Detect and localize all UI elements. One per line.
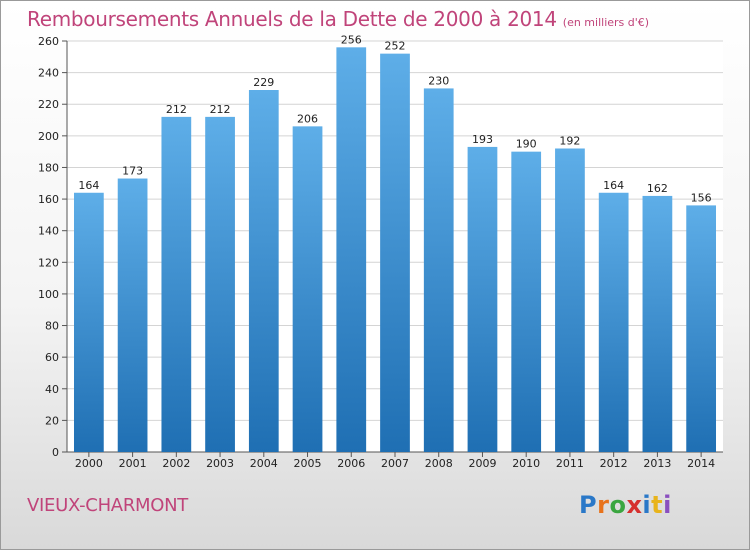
y-tick-label: 0 bbox=[52, 446, 59, 459]
bar-2000 bbox=[73, 192, 104, 452]
bar-2008 bbox=[423, 88, 454, 452]
bar-value-label: 212 bbox=[166, 103, 187, 116]
y-tick-label: 260 bbox=[38, 35, 59, 48]
x-tick-label: 2005 bbox=[294, 457, 322, 470]
bar-value-label: 162 bbox=[647, 182, 668, 195]
bar-2013 bbox=[642, 195, 673, 452]
bar-2005 bbox=[292, 126, 323, 452]
bar-value-label: 164 bbox=[78, 179, 99, 192]
y-tick-label: 40 bbox=[45, 383, 59, 396]
x-tick-label: 2014 bbox=[687, 457, 715, 470]
y-tick-label: 120 bbox=[38, 256, 59, 269]
logo-letter: i bbox=[642, 491, 652, 519]
x-tick-label: 2011 bbox=[556, 457, 584, 470]
bar-value-label: 190 bbox=[516, 138, 537, 151]
logo-letter: P bbox=[579, 491, 598, 519]
commune-name: VIEUX-CHARMONT bbox=[27, 495, 188, 516]
x-tick-label: 2001 bbox=[119, 457, 147, 470]
y-tick-label: 160 bbox=[38, 193, 59, 206]
bar-layer bbox=[73, 47, 717, 453]
logo-letter: x bbox=[626, 491, 643, 519]
axis-layer: 0 20 40 60 80 100 120 140 160 180 200 220 240 260 2000… bbox=[38, 35, 723, 470]
logo-letter: t bbox=[651, 491, 664, 519]
bar-2014 bbox=[686, 205, 717, 452]
label-layer: 164 173 212 212 229 206 256 252 230 193 190 192 164 1… bbox=[78, 33, 711, 204]
logo-letter: o bbox=[609, 491, 627, 519]
bar-value-label: 256 bbox=[341, 33, 362, 46]
bar-2007 bbox=[380, 53, 410, 453]
x-tick-label: 2000 bbox=[75, 457, 103, 470]
chart-subtitle: (en milliers d'€) bbox=[562, 16, 650, 29]
y-tick-label: 180 bbox=[38, 161, 59, 174]
x-tick-label: 2008 bbox=[425, 457, 453, 470]
x-tick-label: 2003 bbox=[206, 457, 234, 470]
logo-letter: i bbox=[663, 491, 672, 519]
x-tick-label: 2007 bbox=[381, 457, 409, 470]
bar-2004 bbox=[248, 90, 279, 452]
bar-value-label: 229 bbox=[253, 76, 274, 89]
x-tick-label: 2002 bbox=[162, 457, 190, 470]
bar-value-label: 193 bbox=[472, 133, 493, 146]
bar-value-label: 206 bbox=[297, 112, 318, 125]
chart-title-text: Remboursements Annuels de la Dette de 20… bbox=[27, 7, 557, 31]
bar-2001 bbox=[117, 178, 148, 452]
bar-value-label: 230 bbox=[428, 74, 449, 87]
x-tick-label: 2004 bbox=[250, 457, 278, 470]
y-tick-label: 60 bbox=[45, 351, 59, 364]
bar-2011 bbox=[555, 148, 585, 452]
bar-2006 bbox=[336, 47, 367, 452]
bar-value-label: 192 bbox=[559, 134, 580, 147]
y-tick-label: 240 bbox=[38, 67, 59, 80]
bar-2003 bbox=[205, 116, 235, 452]
y-tick-label: 80 bbox=[45, 320, 59, 333]
y-tick-label: 200 bbox=[38, 130, 59, 143]
x-tick-label: 2012 bbox=[600, 457, 628, 470]
logo-letter: r bbox=[597, 491, 610, 519]
x-tick-label: 2010 bbox=[512, 457, 540, 470]
y-tick-label: 100 bbox=[38, 288, 59, 301]
x-tick-label: 2013 bbox=[643, 457, 671, 470]
bar-2012 bbox=[598, 192, 629, 452]
y-tick-label: 220 bbox=[38, 98, 59, 111]
bar-value-label: 252 bbox=[385, 40, 406, 53]
chart-title: Remboursements Annuels de la Dette de 20… bbox=[27, 7, 649, 31]
bar-value-label: 212 bbox=[210, 103, 231, 116]
bar-2002 bbox=[161, 116, 192, 452]
bar-2010 bbox=[511, 151, 542, 452]
x-tick-label: 2006 bbox=[337, 457, 365, 470]
bar-2009 bbox=[467, 146, 498, 452]
x-tick-label: 2009 bbox=[468, 457, 496, 470]
bar-value-label: 156 bbox=[691, 191, 712, 204]
y-tick-label: 20 bbox=[45, 414, 59, 427]
proxiti-logo: Proxiti bbox=[579, 491, 672, 519]
y-tick-label: 140 bbox=[38, 225, 59, 238]
bar-value-label: 164 bbox=[603, 179, 624, 192]
bar-value-label: 173 bbox=[122, 165, 143, 178]
